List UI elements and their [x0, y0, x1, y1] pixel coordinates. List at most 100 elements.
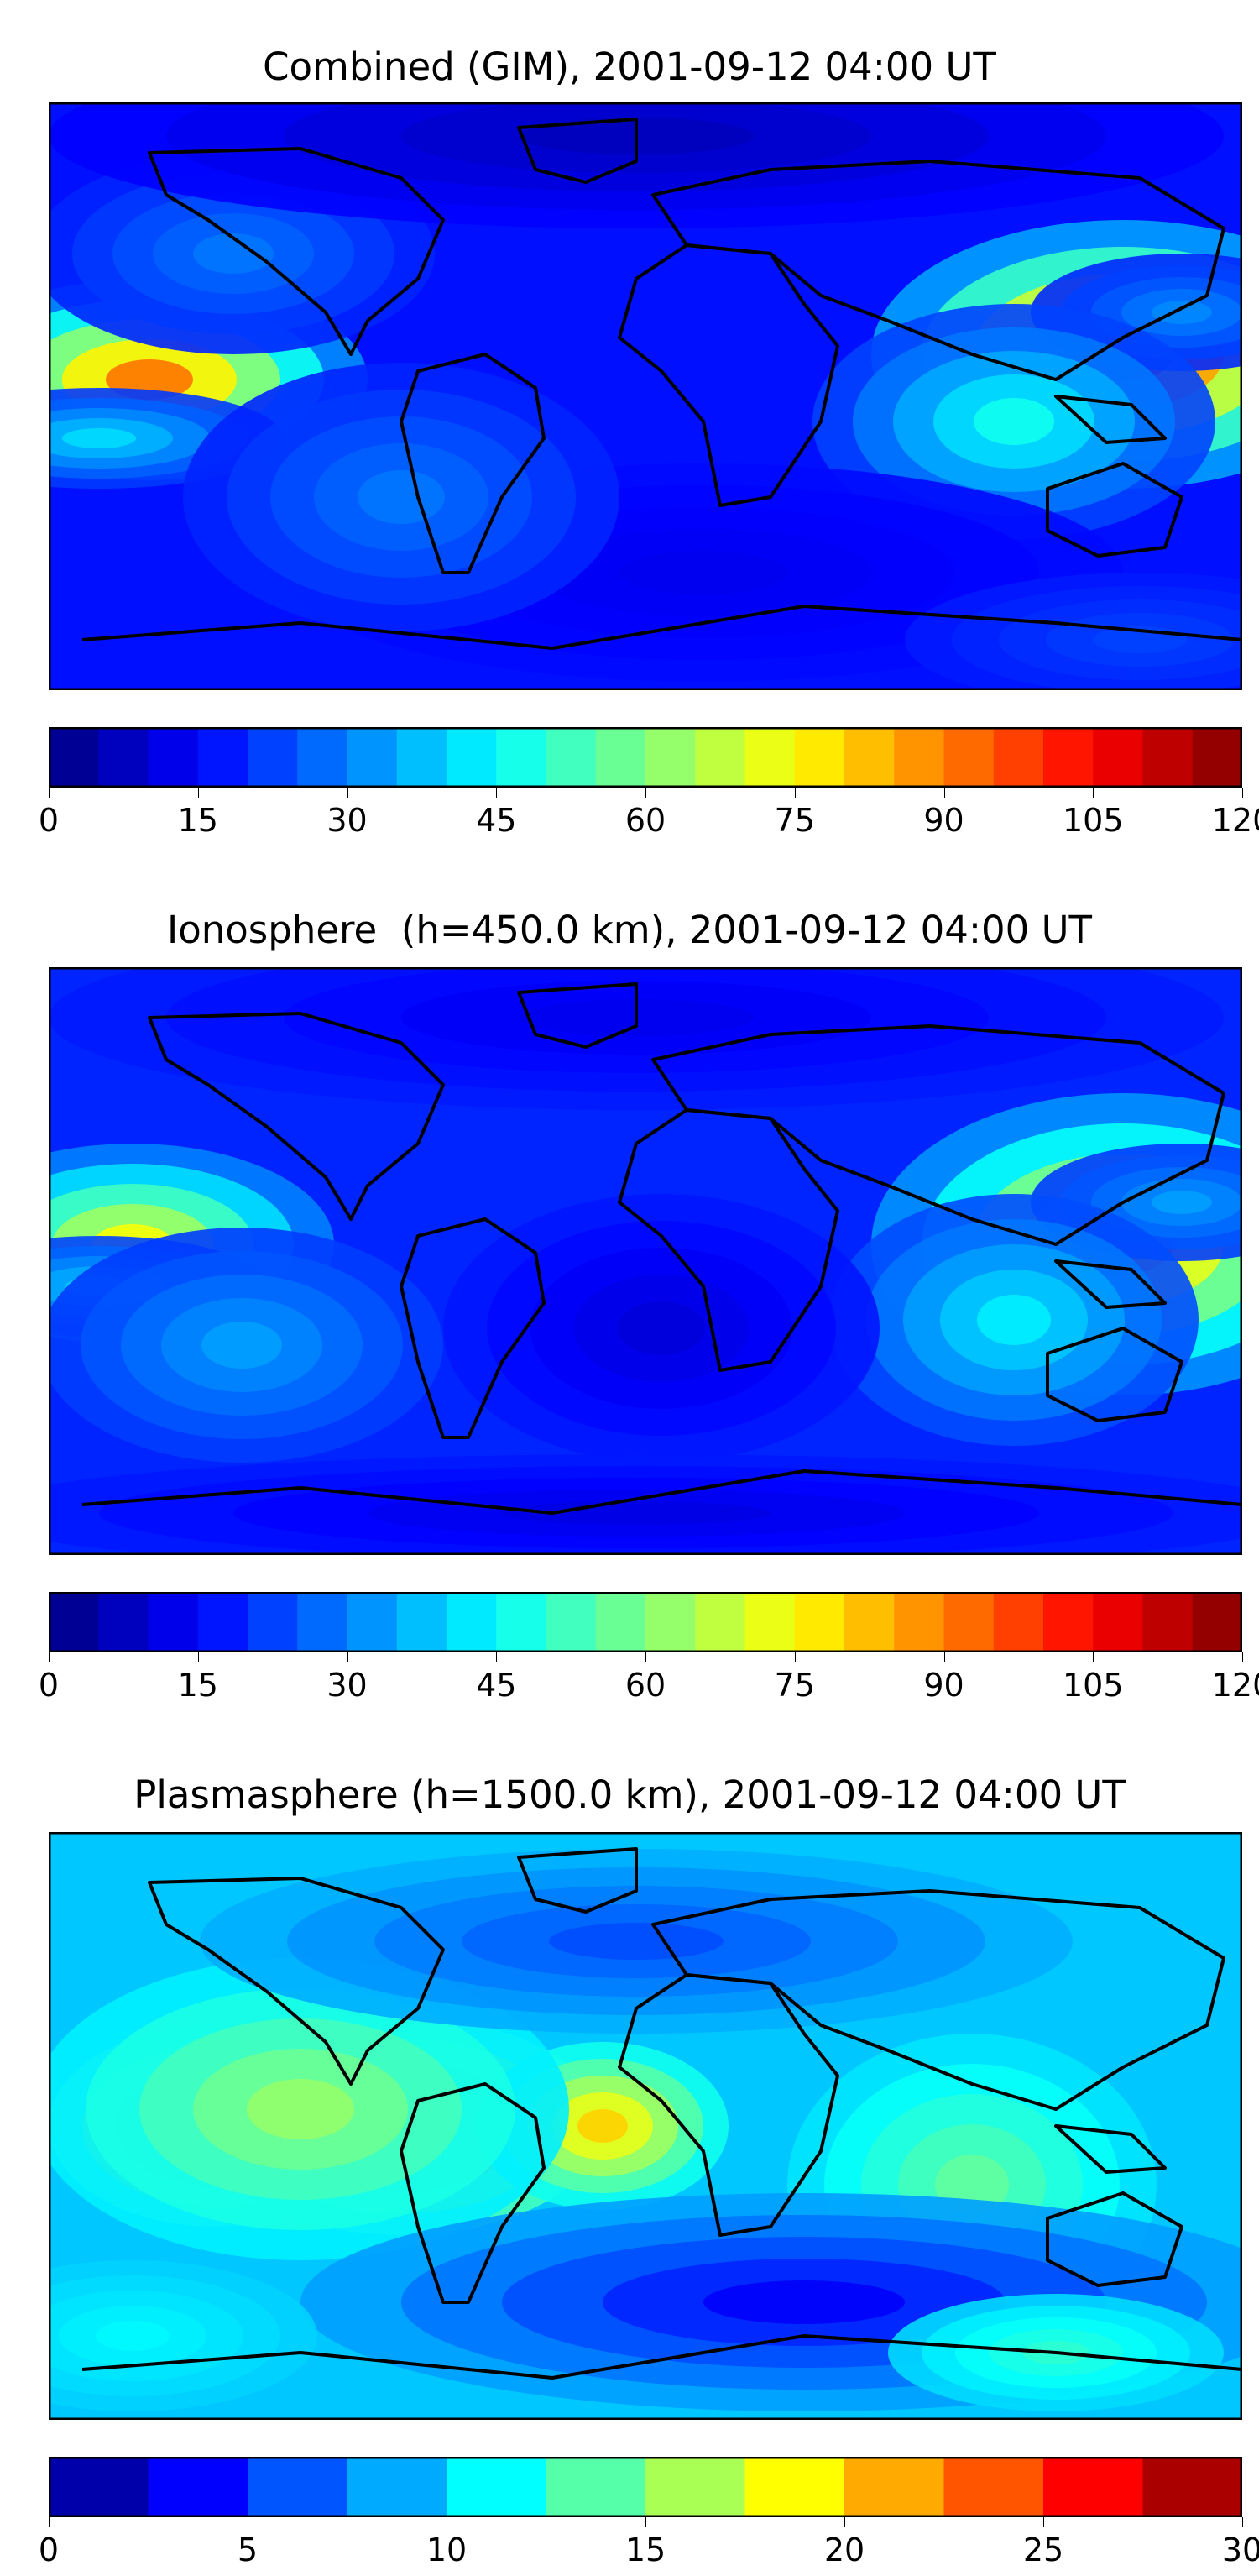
coastline-segment-combined-1	[400, 353, 546, 574]
colorbar-level-ionosphere-21	[1093, 1592, 1143, 1652]
colorbar-level-ionosphere-19	[993, 1592, 1044, 1652]
tec-contour-ionosphere-5-4	[201, 1322, 282, 1369]
coastline-segment-plasmasphere-0	[148, 1877, 445, 2086]
map-frame-ionosphere	[49, 967, 1242, 1555]
colorbar-level-ionosphere-20	[1043, 1592, 1094, 1652]
colorbar-level-ionosphere-4	[248, 1592, 298, 1652]
colorbar-level-combined-12	[645, 727, 696, 788]
tec-contour-combined-7-4	[619, 551, 787, 594]
colorbar-level-combined-2	[148, 727, 199, 788]
colorbar-level-plasmasphere-0	[49, 2457, 149, 2517]
tec-contour-combined-8-4	[358, 470, 445, 524]
colorbar-tick-label-plasmasphere-3: 15	[624, 2531, 666, 2568]
colorbar-level-combined-0	[49, 727, 99, 788]
tec-contour-combined-1-4	[62, 428, 136, 448]
colorbar-tick-combined-6	[943, 788, 945, 798]
coastline-segment-plasmasphere-1	[400, 2082, 546, 2304]
coastline-segment-plasmasphere-4	[651, 1889, 1225, 2111]
colorbar-tick-label-plasmasphere-2: 10	[426, 2531, 468, 2568]
colorbar-tick-label-ionosphere-0: 0	[38, 1667, 60, 1704]
colorbar-level-combined-17	[894, 727, 944, 788]
colorbar-level-combined-13	[695, 727, 745, 788]
colorbar-tick-combined-5	[794, 788, 796, 798]
colorbar-level-ionosphere-0	[49, 1592, 99, 1652]
coastline-segment-ionosphere-7	[81, 1469, 1242, 1515]
colorbar-level-plasmasphere-8	[844, 2457, 944, 2517]
colorbar-tick-label-ionosphere-1: 15	[177, 1667, 218, 1704]
colorbar-tick-ionosphere-0	[49, 1652, 50, 1662]
colorbar-level-combined-6	[347, 727, 398, 788]
tec-contour-ionosphere-6-4	[618, 1301, 705, 1355]
colorbar-level-ionosphere-16	[844, 1592, 895, 1652]
panel-title-plasmasphere: Plasmasphere (h=1500.0 km), 2001-09-12 0…	[133, 1772, 1126, 1817]
tec-contour-plasmasphere-3-4	[247, 2079, 354, 2139]
coastline-segment-ionosphere-1	[400, 1217, 546, 1439]
colorbar-level-plasmasphere-6	[645, 2457, 745, 2517]
map-plasmasphere	[49, 1832, 1242, 2420]
colorbar-level-plasmasphere-1	[148, 2457, 248, 2517]
colorbar-tick-label-ionosphere-2: 30	[327, 1667, 368, 1704]
colorbar-level-combined-21	[1093, 727, 1143, 788]
colorbar-tick-ionosphere-3	[496, 1652, 498, 1662]
colorbar-tick-label-combined-2: 30	[327, 802, 368, 839]
colorbar-tick-label-ionosphere-7: 105	[1062, 1667, 1124, 1704]
colorbar-level-ionosphere-14	[744, 1592, 796, 1652]
colorbar-level-plasmasphere-5	[546, 2457, 646, 2517]
colorbar-level-combined-15	[794, 727, 845, 788]
coastline-segment-ionosphere-4	[651, 1024, 1225, 1246]
tec-field-plasmasphere	[49, 1832, 1242, 2420]
panel-title-combined: Combined (GIM), 2001-09-12 04:00 UT	[263, 45, 996, 89]
colorbar-level-combined-1	[98, 727, 149, 788]
colorbar-tick-ionosphere-5	[794, 1652, 796, 1662]
coastline-segment-plasmasphere-5	[1046, 2191, 1183, 2287]
colorbar-tick-combined-4	[645, 788, 646, 798]
colorbar-ticks-ionosphere: 0 15 30 45 60 75 90 105 120	[39, 1652, 1259, 1711]
tec-contour-combined-5-4	[974, 398, 1054, 445]
colorbar-combined	[49, 727, 1242, 788]
colorbar-level-ionosphere-10	[546, 1592, 597, 1652]
colorbar-level-combined-20	[1043, 727, 1094, 788]
colorbar-level-ionosphere-9	[496, 1592, 546, 1652]
colorbar-tick-label-ionosphere-4: 60	[624, 1667, 666, 1704]
colorbar-level-combined-10	[546, 727, 597, 788]
tec-contour-ionosphere-4-4	[977, 1295, 1051, 1345]
tec-contour-combined-4-4	[1152, 301, 1212, 324]
colorbar-tick-ionosphere-7	[1093, 1652, 1094, 1662]
colorbar-tick-combined-0	[49, 788, 50, 798]
tec-field-combined	[49, 102, 1242, 690]
coastline-segment-combined-5	[1046, 462, 1183, 558]
colorbar-tick-label-ionosphere-3: 45	[476, 1667, 517, 1704]
colorbar-plasmasphere	[49, 2457, 1242, 2517]
colorbar-level-combined-22	[1142, 727, 1194, 788]
coastline-segment-ionosphere-0	[148, 1012, 445, 1221]
colorbar-tick-label-combined-1: 15	[177, 802, 218, 839]
coastline-segment-combined-4	[651, 160, 1225, 381]
colorbar-level-plasmasphere-2	[248, 2457, 347, 2517]
colorbar-level-combined-19	[993, 727, 1044, 788]
colorbar-tick-label-combined-4: 60	[624, 802, 666, 839]
colorbar-tick-combined-3	[496, 788, 498, 798]
colorbar-tick-ionosphere-8	[1242, 1652, 1243, 1662]
colorbar-level-ionosphere-1	[98, 1592, 149, 1652]
colorbar-tick-ionosphere-6	[943, 1652, 945, 1662]
colorbar-tick-label-plasmasphere-1: 5	[237, 2531, 259, 2568]
coastline-segment-combined-7	[81, 605, 1242, 650]
coastline-segment-plasmasphere-2	[517, 1847, 638, 1914]
colorbar-level-combined-11	[595, 727, 646, 788]
colorbar-level-plasmasphere-4	[447, 2457, 546, 2517]
coastline-segment-combined-0	[148, 147, 445, 356]
colorbar-level-combined-18	[943, 727, 995, 788]
colorbar-level-ionosphere-12	[645, 1592, 696, 1652]
colorbar-tick-label-plasmasphere-5: 25	[1022, 2531, 1064, 2568]
colorbar-tick-label-combined-5: 75	[774, 802, 815, 839]
coastline-combined	[81, 118, 1242, 650]
map-frame-plasmasphere	[49, 1832, 1242, 2420]
coastline-plasmasphere	[81, 1847, 1242, 2380]
colorbar-frame-ionosphere	[49, 1592, 1242, 1652]
coastline-segment-ionosphere-2	[517, 982, 638, 1049]
colorbar-level-plasmasphere-7	[744, 2457, 845, 2517]
colorbar-level-combined-9	[496, 727, 546, 788]
colorbar-level-ionosphere-22	[1142, 1592, 1194, 1652]
map-combined	[49, 102, 1242, 690]
colorbar-tick-label-ionosphere-8: 120	[1211, 1667, 1259, 1704]
